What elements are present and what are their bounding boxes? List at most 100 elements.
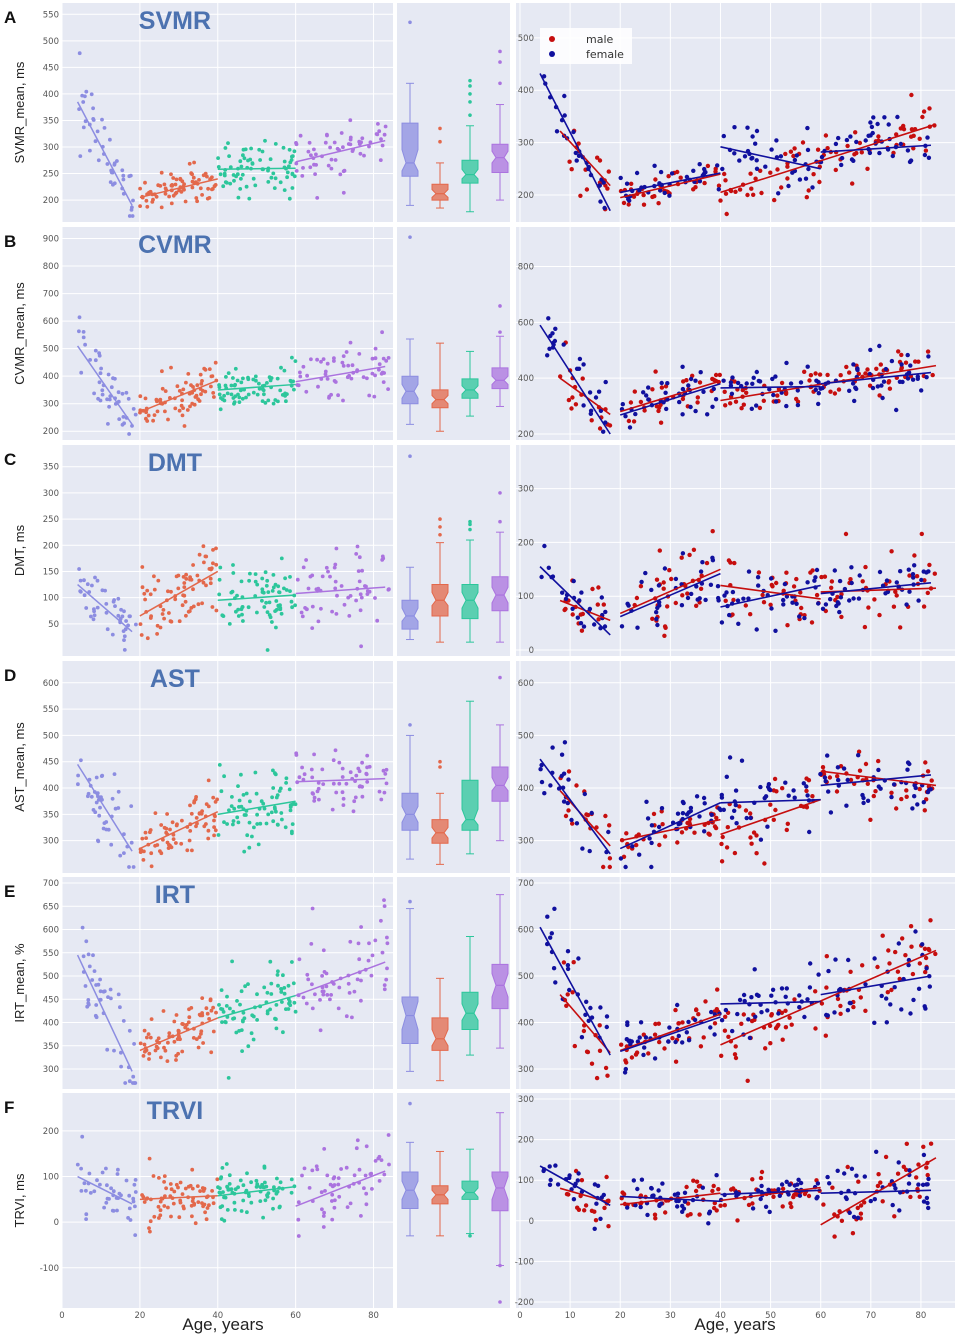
scatter-point (279, 987, 283, 991)
y-tick-label: 200 (518, 191, 534, 201)
scatter-point (861, 800, 866, 806)
scatter-point (278, 1204, 282, 1209)
scatter-point (845, 777, 850, 783)
scatter-point (686, 1019, 691, 1025)
scatter-point (646, 385, 651, 390)
regression-line (619, 1013, 721, 1052)
scatter-point (184, 380, 188, 385)
scatter-point (98, 805, 102, 810)
scatter-point (207, 1017, 212, 1021)
regression-line (619, 1016, 721, 1053)
scatter-point (321, 782, 326, 786)
scatter-point (768, 170, 773, 175)
scatter-point (217, 763, 222, 767)
scatter-point (356, 569, 361, 573)
box-body (461, 1180, 479, 1200)
scatter-point (894, 407, 899, 413)
scatter-point (767, 1209, 772, 1215)
scatter-point (680, 396, 686, 402)
scatter-point (220, 1166, 225, 1170)
scatter-point (211, 548, 215, 552)
scatter-point (93, 810, 98, 815)
scatter-point (686, 383, 691, 388)
scatter-point (167, 611, 171, 615)
scatter-point (306, 149, 311, 154)
scatter-point (822, 574, 828, 579)
scatter-point (333, 380, 338, 384)
x-tick-label: 10 (565, 1311, 576, 1321)
scatter-point (819, 574, 824, 580)
scatter-point (107, 1197, 111, 1201)
scatter-point (656, 408, 661, 414)
scatter-point (198, 1189, 203, 1193)
scatter-point (355, 977, 360, 982)
scatter-point (238, 187, 243, 191)
scatter-point (760, 592, 765, 598)
scatter-point (714, 1173, 719, 1178)
scatter-point (860, 963, 865, 968)
panel-label: F (4, 1098, 14, 1117)
scatter-point (927, 984, 932, 989)
scatter-point (698, 1044, 704, 1049)
scatter-point (95, 129, 100, 134)
scatter-point (821, 1202, 826, 1207)
scatter-point (173, 182, 178, 187)
scatter-point (890, 1202, 895, 1208)
scatter-point (700, 1185, 705, 1190)
scatter-point (744, 381, 749, 386)
scatter-point (827, 1181, 832, 1186)
scatter-point (127, 432, 131, 436)
scatter-point (748, 612, 753, 617)
y-tick-label: 300 (43, 837, 59, 847)
box-outlier (498, 60, 502, 64)
scatter-point (257, 381, 261, 386)
scatter-point (204, 1006, 209, 1011)
scatter-point (360, 760, 364, 765)
regression-line (139, 811, 219, 850)
scatter-point (271, 1196, 275, 1201)
scatter-point (377, 1179, 382, 1183)
scatter-point (744, 815, 749, 821)
scatter-point (262, 985, 267, 990)
scatter-point (603, 1065, 609, 1071)
scatter-point (886, 122, 891, 127)
scatter-point (213, 183, 218, 187)
scatter-point (241, 376, 245, 381)
scatter-point (251, 176, 256, 181)
scatter-point (886, 379, 892, 384)
scatter-point (801, 781, 806, 786)
scatter-point (190, 179, 195, 184)
scatter-point (293, 603, 297, 608)
scatter-point (329, 166, 334, 171)
regression-line (559, 790, 611, 847)
scatter-point (92, 969, 97, 973)
scatter-point (905, 148, 911, 153)
scatter-point (834, 789, 840, 794)
scatter-point (244, 395, 248, 400)
scatter-point (541, 1168, 546, 1174)
scatter-point (127, 1193, 132, 1198)
scatter-point (847, 370, 852, 375)
scatter-point (625, 601, 630, 606)
scatter-point (116, 1167, 120, 1172)
scatter-point (825, 753, 830, 758)
scatter-point (218, 407, 223, 412)
scatter-point (889, 790, 894, 795)
panel-label: E (4, 882, 15, 901)
scatter-point (654, 577, 660, 582)
scatter-point (546, 565, 551, 570)
x-axis-label-right: Age, years (694, 1315, 775, 1334)
scatter-point (572, 1043, 577, 1049)
scatter-point (214, 562, 219, 567)
y-tick-label: 200 (43, 196, 59, 206)
scatter-point (720, 166, 725, 172)
scatter-point (539, 779, 545, 785)
scatter-point (807, 378, 812, 383)
scatter-point (230, 959, 235, 964)
scatter-point (835, 765, 841, 770)
scatter-point (119, 1050, 123, 1055)
scatter-point (763, 1204, 769, 1210)
scatter-point (754, 627, 759, 632)
scatter-point (316, 786, 321, 791)
scatter-point (263, 1198, 268, 1203)
